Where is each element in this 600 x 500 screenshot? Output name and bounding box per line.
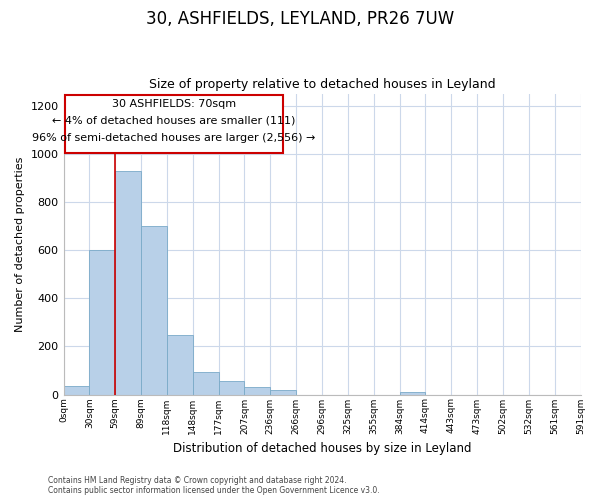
Y-axis label: Number of detached properties: Number of detached properties [15,156,25,332]
Bar [193,372,218,394]
Bar [64,386,89,394]
Bar [244,388,271,394]
Bar [400,392,425,394]
Bar [167,335,193,394]
Bar [115,170,141,394]
Text: ← 4% of detached houses are smaller (111): ← 4% of detached houses are smaller (111… [52,116,296,126]
Bar [218,382,244,394]
Bar [271,390,296,394]
X-axis label: Distribution of detached houses by size in Leyland: Distribution of detached houses by size … [173,442,471,455]
Bar [141,226,167,394]
Text: 30, ASHFIELDS, LEYLAND, PR26 7UW: 30, ASHFIELDS, LEYLAND, PR26 7UW [146,10,454,28]
Text: Contains HM Land Registry data © Crown copyright and database right 2024.
Contai: Contains HM Land Registry data © Crown c… [48,476,380,495]
Text: 30 ASHFIELDS: 70sqm: 30 ASHFIELDS: 70sqm [112,99,236,109]
Bar [89,250,115,394]
FancyBboxPatch shape [65,95,283,154]
Title: Size of property relative to detached houses in Leyland: Size of property relative to detached ho… [149,78,496,91]
Text: 96% of semi-detached houses are larger (2,556) →: 96% of semi-detached houses are larger (… [32,132,316,142]
